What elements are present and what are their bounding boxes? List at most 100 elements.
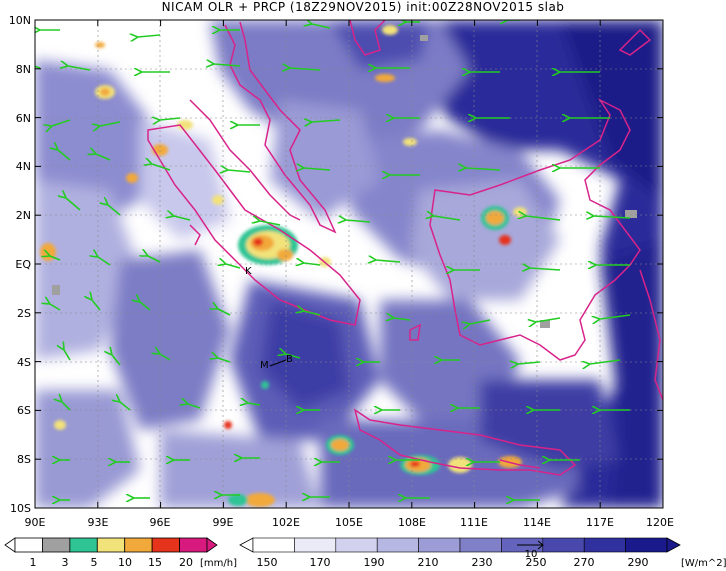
lat-label: 8N <box>16 63 31 76</box>
precip-legend-value: 20 <box>179 556 193 569</box>
wind-vector <box>98 257 111 266</box>
lon-label: 93E <box>88 516 109 529</box>
olr-legend-value: 210 <box>418 556 439 569</box>
olr-legend-high-arrow <box>666 537 681 553</box>
lat-label: 2S <box>17 307 31 320</box>
wind-vector <box>312 24 331 29</box>
olr-legend-swatch <box>294 537 337 553</box>
olr-legend-swatch <box>583 537 626 553</box>
olr-legend-value: 170 <box>310 556 331 569</box>
wind-vector <box>62 402 71 411</box>
olr-legend-value: 290 <box>628 556 649 569</box>
wind-vector <box>218 358 231 363</box>
precip-legend-swatch <box>96 537 126 553</box>
precip-legend-swatch <box>42 537 71 553</box>
olr-legend-value: 230 <box>472 556 493 569</box>
olr-legend-swatch <box>625 537 668 553</box>
wind-vector <box>174 216 191 221</box>
precip-legend-swatch <box>124 537 153 553</box>
wind-vector <box>58 150 71 161</box>
precip-legend-swatch <box>151 537 180 553</box>
lon-label: 96E <box>150 516 171 529</box>
wind-vector <box>152 164 171 171</box>
wind-vector <box>64 350 71 361</box>
wind-vector <box>52 119 71 126</box>
wind-vector <box>108 205 121 216</box>
wind-vector <box>160 118 181 120</box>
wind-vector <box>50 304 61 311</box>
station-label-k: K <box>245 266 252 277</box>
wind-vector <box>590 359 621 364</box>
wind-vector <box>218 309 231 316</box>
reference-vector-arrowhead <box>537 540 544 550</box>
wind-vector <box>66 198 81 211</box>
precip-legend-value: 1 <box>30 556 37 569</box>
lat-label: 6S <box>17 404 31 417</box>
wind-vector <box>214 64 241 66</box>
wind-vector <box>138 35 161 37</box>
wind-vector <box>376 260 401 262</box>
olr-legend-unit: [W/m^2] <box>681 558 726 569</box>
wind-vector <box>92 300 101 311</box>
wind-vector <box>304 263 321 265</box>
olr-legend: 150 170 190 210 230 250 270 290 [W/m^2] … <box>239 537 726 569</box>
lon-label: 120E <box>646 516 674 529</box>
olr-legend-value: 270 <box>574 556 595 569</box>
wind-vector <box>470 319 491 324</box>
precip-legend-value: 5 <box>91 556 98 569</box>
wind-vector <box>286 354 301 359</box>
wind-vector <box>594 216 631 218</box>
precip-legend: 1 3 5 10 15 20 [mm/h] <box>4 537 237 569</box>
wind-vector <box>346 220 371 222</box>
wind-vector <box>228 170 251 172</box>
precip-legend-swatch <box>14 537 43 553</box>
wind-vector <box>536 317 561 322</box>
map-title: NICAM OLR + PRCP (18Z29NOV2015) init:00Z… <box>161 0 565 14</box>
olr-legend-low-arrow <box>239 537 254 553</box>
lon-label: 114E <box>523 516 551 529</box>
wind-vector <box>434 216 461 221</box>
wind-vector <box>96 154 111 161</box>
olr-legend-value: 150 <box>257 556 278 569</box>
lat-label: 4S <box>17 356 31 369</box>
olr-legend-swatch <box>252 537 295 553</box>
lon-label: 99E <box>213 516 234 529</box>
wind-vector <box>160 354 171 361</box>
lat-label: EQ <box>15 258 31 271</box>
wind-vector <box>140 302 151 311</box>
wind-vector <box>148 256 161 263</box>
precip-legend-unit: [mm/h] <box>200 558 237 569</box>
wind-vector <box>304 168 331 170</box>
lat-label: 10S <box>10 502 31 515</box>
precip-legend-swatch <box>69 537 98 553</box>
grid <box>35 20 663 508</box>
olr-legend-value: 190 <box>364 556 385 569</box>
olr-legend-value: 250 <box>526 556 547 569</box>
lon-label: 105E <box>335 516 363 529</box>
station-label-m: M <box>260 360 269 371</box>
wind-vector <box>260 221 281 226</box>
wind-vector <box>188 404 201 409</box>
wind-vector <box>226 264 241 269</box>
reference-vector-label: 10 <box>525 549 538 560</box>
wind-vector <box>35 66 41 69</box>
precip-legend-value: 3 <box>62 556 69 569</box>
wind-vector <box>600 314 631 319</box>
lat-label: 4N <box>16 160 31 173</box>
wind-vector <box>120 402 131 411</box>
olr-legend-swatch <box>376 537 419 553</box>
olr-legend-swatch <box>335 537 378 553</box>
precip-legend-high-arrow <box>206 537 218 553</box>
wind-vector <box>312 120 341 122</box>
olr-legend-swatch <box>418 537 461 553</box>
precip-legend-value: 10 <box>118 556 132 569</box>
lat-label: 10N <box>9 14 31 27</box>
axis-ticks <box>34 19 664 509</box>
lon-label: 111E <box>460 516 488 529</box>
wind-vector <box>248 403 261 405</box>
wind-vector <box>112 355 121 366</box>
olr-legend-swatch <box>459 537 502 553</box>
lat-label: 6N <box>16 112 31 125</box>
latitude-axis-labels: 10N 8N 6N 4N 2N EQ 2S 4S 6S 8S 10S <box>9 14 32 515</box>
